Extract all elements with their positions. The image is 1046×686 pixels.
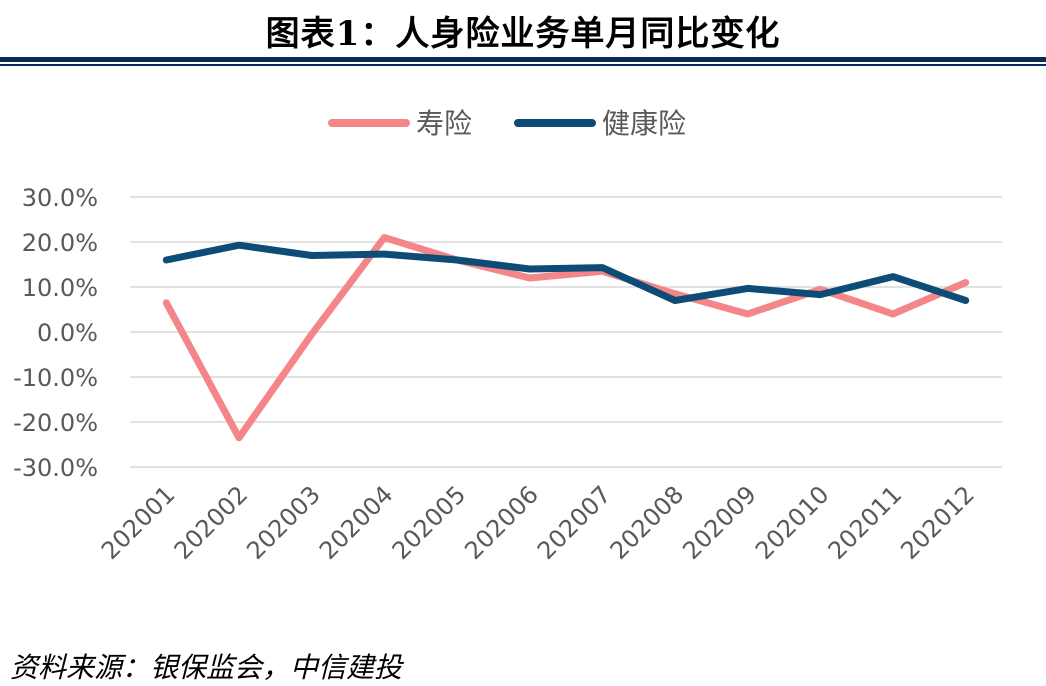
legend: 寿险 健康险 — [328, 107, 686, 140]
x-tick-label: 202001 — [96, 480, 181, 565]
y-axis-ticks: 30.0% 20.0% 10.0% 0.0% -10.0% -20.0% -30.0% — [13, 184, 98, 482]
x-tick-label: 202003 — [241, 480, 326, 565]
x-tick-label: 202002 — [169, 480, 254, 565]
x-axis-ticks: 2020012020022020032020042020052020062020… — [96, 480, 980, 565]
series-line-1 — [162, 241, 970, 304]
x-tick-label: 202004 — [314, 480, 399, 565]
x-tick-label: 202011 — [823, 480, 908, 565]
y-tick-label: -20.0% — [13, 409, 98, 437]
x-tick-label: 202012 — [895, 480, 980, 565]
legend-label-0: 寿险 — [416, 107, 472, 140]
gridlines — [130, 196, 1002, 468]
y-tick-label: -10.0% — [13, 364, 98, 392]
chart-title: 图表1：人身险业务单月同比变化 — [265, 14, 781, 54]
x-tick-label: 202009 — [677, 480, 762, 565]
x-tick-label: 202005 — [387, 480, 472, 565]
y-tick-label: 20.0% — [22, 229, 98, 257]
series-lines — [162, 234, 970, 442]
y-tick-label: 30.0% — [22, 184, 98, 212]
source-note: 资料来源：银保监会，中信建投 — [10, 651, 403, 684]
x-tick-label: 202007 — [532, 480, 617, 565]
x-tick-label: 202008 — [605, 480, 690, 565]
title-rule-thin — [0, 64, 1046, 66]
title-rule-thick — [0, 57, 1046, 62]
y-tick-label: 0.0% — [37, 319, 98, 347]
y-tick-label: 10.0% — [22, 274, 98, 302]
x-tick-label: 202010 — [750, 480, 835, 565]
x-tick-label: 202006 — [459, 480, 544, 565]
y-tick-label: -30.0% — [13, 454, 98, 482]
legend-label-1: 健康险 — [602, 107, 686, 140]
